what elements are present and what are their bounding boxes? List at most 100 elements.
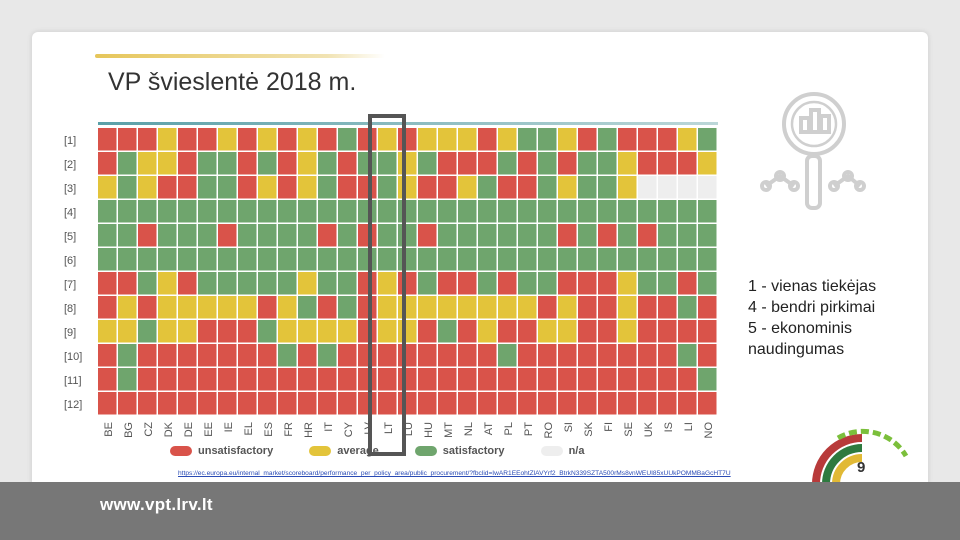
- heatmap-cell-7-el: [238, 272, 257, 295]
- highlight-frame-lt: [368, 114, 406, 456]
- heatmap-cell-11-no: [698, 368, 717, 391]
- heatmap-cell-4-dk: [158, 200, 177, 223]
- heatmap-cell-5-lv: [358, 224, 377, 247]
- heatmap-cell-9-cz: [138, 320, 157, 343]
- heatmap-cell-7-de: [178, 272, 197, 295]
- note-line-2: 4 - bendri pirkimai: [748, 299, 876, 316]
- heatmap-cell-8-it: [318, 296, 337, 319]
- heatmap-cell-8-hu: [418, 296, 437, 319]
- heatmap-cell-12-lt: [378, 392, 397, 415]
- column-label-be: BE: [103, 422, 115, 437]
- heatmap-cell-3-lu: [398, 176, 417, 199]
- heatmap-cell-11-si: [558, 368, 577, 391]
- heatmap-cell-7-fr: [278, 272, 297, 295]
- heatmap-cell-7-hu: [418, 272, 437, 295]
- heatmap-cell-3-lv: [358, 176, 377, 199]
- heatmap-cell-7-se: [618, 272, 637, 295]
- heatmap-cell-1-lu: [398, 128, 417, 151]
- heatmap-cell-11-fr: [278, 368, 297, 391]
- heatmap-cell-9-se: [618, 320, 637, 343]
- column-label-es: ES: [263, 422, 275, 437]
- heatmap-cell-8-fi: [598, 296, 617, 319]
- heatmap-cell-7-lv: [358, 272, 377, 295]
- row-label: [1]: [64, 135, 76, 147]
- heatmap-cell-12-hr: [298, 392, 317, 415]
- column-label-hu: HU: [423, 422, 435, 438]
- heatmap-cell-7-ro: [538, 272, 557, 295]
- heatmap-cell-8-is: [658, 296, 677, 319]
- heatmap-cell-5-it: [318, 224, 337, 247]
- heatmap-cell-3-cy: [338, 176, 357, 199]
- heatmap-cell-11-nl: [458, 368, 477, 391]
- heatmap-cell-9-bg: [118, 320, 137, 343]
- heatmap-cell-1-cz: [138, 128, 157, 151]
- heatmap-cell-10-at: [478, 344, 497, 367]
- heatmap-cell-2-fi: [598, 152, 617, 175]
- page-number: 9: [857, 459, 866, 476]
- heatmap-cell-7-nl: [458, 272, 477, 295]
- heatmap-cell-7-it: [318, 272, 337, 295]
- heatmap-cell-5-el: [238, 224, 257, 247]
- heatmap-cell-2-ie: [218, 152, 237, 175]
- heatmap-cell-3-ro: [538, 176, 557, 199]
- row-label: [11]: [64, 375, 82, 387]
- heatmap-cell-7-is: [658, 272, 677, 295]
- heatmap-cell-4-es: [258, 200, 277, 223]
- heatmap-cell-5-cy: [338, 224, 357, 247]
- heatmap-cell-11-bg: [118, 368, 137, 391]
- heatmap-cell-5-se: [618, 224, 637, 247]
- heatmap-cell-8-pt: [518, 296, 537, 319]
- heatmap-cell-10-si: [558, 344, 577, 367]
- heatmap-cell-12-it: [318, 392, 337, 415]
- heatmap-cell-10-li: [678, 344, 697, 367]
- heatmap-cell-3-cz: [138, 176, 157, 199]
- heatmap-cell-7-lu: [398, 272, 417, 295]
- legend-swatch-average: [309, 446, 332, 456]
- heatmap-cell-2-uk: [638, 152, 657, 175]
- heatmap-cell-5-es: [258, 224, 277, 247]
- heatmap-cell-1-mt: [438, 128, 457, 151]
- legend-label-na: n/a: [568, 445, 585, 457]
- heatmap-cell-2-si: [558, 152, 577, 175]
- heatmap-cell-6-ie: [218, 248, 237, 271]
- heatmap-cell-6-lv: [358, 248, 377, 271]
- heatmap-cell-10-el: [238, 344, 257, 367]
- heatmap-cell-9-ro: [538, 320, 557, 343]
- heatmap-cell-6-lu: [398, 248, 417, 271]
- note-line-3: 5 - ekonominis: [748, 320, 853, 337]
- column-label-se: SE: [623, 422, 635, 437]
- legend-item-satisfactory: satisfactory: [414, 445, 505, 457]
- heatmap-cell-8-at: [478, 296, 497, 319]
- heatmap-cell-7-cz: [138, 272, 157, 295]
- heatmap-cell-4-lu: [398, 200, 417, 223]
- heatmap-cell-8-ie: [218, 296, 237, 319]
- heatmap-cell-10-ie: [218, 344, 237, 367]
- scoreboard-heatmap: [1] [2] [3] [4] [5] [6] [7] [8] [9] [10] [11] [12] B…: [60, 112, 726, 464]
- heatmap-cell-8-de: [178, 296, 197, 319]
- heatmap-cell-5-sk: [578, 224, 597, 247]
- heatmap-cell-2-sk: [578, 152, 597, 175]
- heatmap-cell-10-ro: [538, 344, 557, 367]
- heatmap-cell-1-nl: [458, 128, 477, 151]
- heatmap-cell-6-uk: [638, 248, 657, 271]
- heatmap-cell-12-no: [698, 392, 717, 415]
- heatmap-cell-1-li: [678, 128, 697, 151]
- heatmap-cell-3-lt: [378, 176, 397, 199]
- heatmap-cell-10-lu: [398, 344, 417, 367]
- heatmap-cell-2-hr: [298, 152, 317, 175]
- heatmap-cell-2-at: [478, 152, 497, 175]
- vpt-logo-arcs-icon: [812, 428, 909, 485]
- heatmap-cell-10-ee: [198, 344, 217, 367]
- heatmap-cell-8-bg: [118, 296, 137, 319]
- heatmap-cell-6-be: [98, 248, 117, 271]
- heatmap-cell-8-pl: [498, 296, 517, 319]
- heatmap-cell-8-hr: [298, 296, 317, 319]
- heatmap-cell-10-fr: [278, 344, 297, 367]
- source-link[interactable]: https://ec.europa.eu/internal_market/sco…: [178, 470, 731, 477]
- row-label: [9]: [64, 327, 76, 339]
- heatmap-cell-2-no: [698, 152, 717, 175]
- row-label: [4]: [64, 207, 76, 219]
- row-label: [3]: [64, 183, 76, 195]
- heatmap-cell-1-uk: [638, 128, 657, 151]
- heatmap-cell-3-ie: [218, 176, 237, 199]
